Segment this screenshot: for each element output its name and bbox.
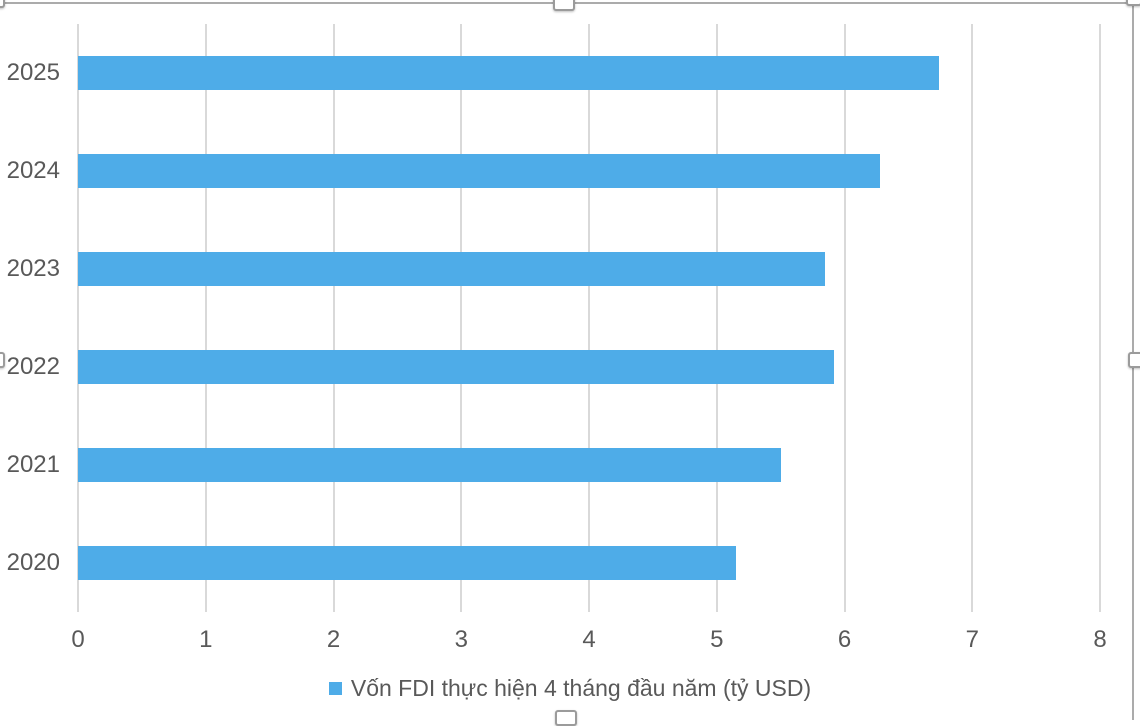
- x-axis-tick-label-0[interactable]: 0: [71, 626, 85, 653]
- x-axis-tick-label-7[interactable]: 7: [965, 626, 979, 653]
- gridline-x-2: [332, 24, 335, 612]
- legend-series-label: Vốn FDI thực hiện 4 tháng đầu năm (tỷ US…: [350, 674, 812, 701]
- bar-2025[interactable]: [78, 56, 940, 90]
- y-axis-label-2022[interactable]: 2022: [6, 353, 60, 380]
- y-axis-label-2020[interactable]: 2020: [6, 549, 60, 576]
- selection-handle-bottom-center[interactable]: [555, 710, 577, 726]
- gridline-x-0: [77, 24, 79, 612]
- bar-2023[interactable]: [78, 252, 826, 286]
- selection-handle-top-left[interactable]: [0, 0, 5, 8]
- gridline-x-3: [460, 24, 463, 612]
- gridline-x-4: [588, 24, 590, 612]
- y-axis-label-2021[interactable]: 2021: [6, 451, 60, 478]
- x-axis-tick-label-8[interactable]: 8: [1093, 626, 1107, 653]
- bar-2022[interactable]: [78, 350, 835, 384]
- gridline-x-5: [715, 24, 718, 612]
- x-axis-tick-label-3[interactable]: 3: [454, 626, 468, 653]
- selection-handle-top-right[interactable]: [1126, 0, 1140, 6]
- legend-series-swatch-icon: [328, 681, 342, 695]
- x-axis-tick-label-6[interactable]: 6: [837, 626, 852, 653]
- y-axis-label-2025[interactable]: 2025: [6, 59, 60, 86]
- selection-handle-top-center[interactable]: [553, 0, 575, 11]
- y-axis-label-2023[interactable]: 2023: [6, 255, 60, 282]
- legend[interactable]: Vốn FDI thực hiện 4 tháng đầu năm (tỷ US…: [0, 672, 1140, 704]
- x-axis-tick-label-1[interactable]: 1: [199, 626, 213, 653]
- gridline-x-8: [1099, 24, 1101, 612]
- gridline-x-6: [843, 24, 846, 612]
- x-axis-tick-label-4[interactable]: 4: [582, 626, 596, 653]
- gridline-x-7: [971, 24, 974, 612]
- selection-handle-middle-right[interactable]: [1128, 352, 1140, 368]
- bar-2024[interactable]: [78, 154, 881, 188]
- bar-2020[interactable]: [78, 546, 736, 580]
- x-axis-tick-label-5[interactable]: 5: [710, 626, 724, 653]
- bar-2021[interactable]: [78, 448, 781, 482]
- y-axis-label-2024[interactable]: 2024: [6, 157, 60, 184]
- selection-handle-middle-left[interactable]: [0, 352, 5, 368]
- x-axis-tick-label-2[interactable]: 2: [326, 626, 341, 653]
- gridline-x-1: [204, 24, 207, 612]
